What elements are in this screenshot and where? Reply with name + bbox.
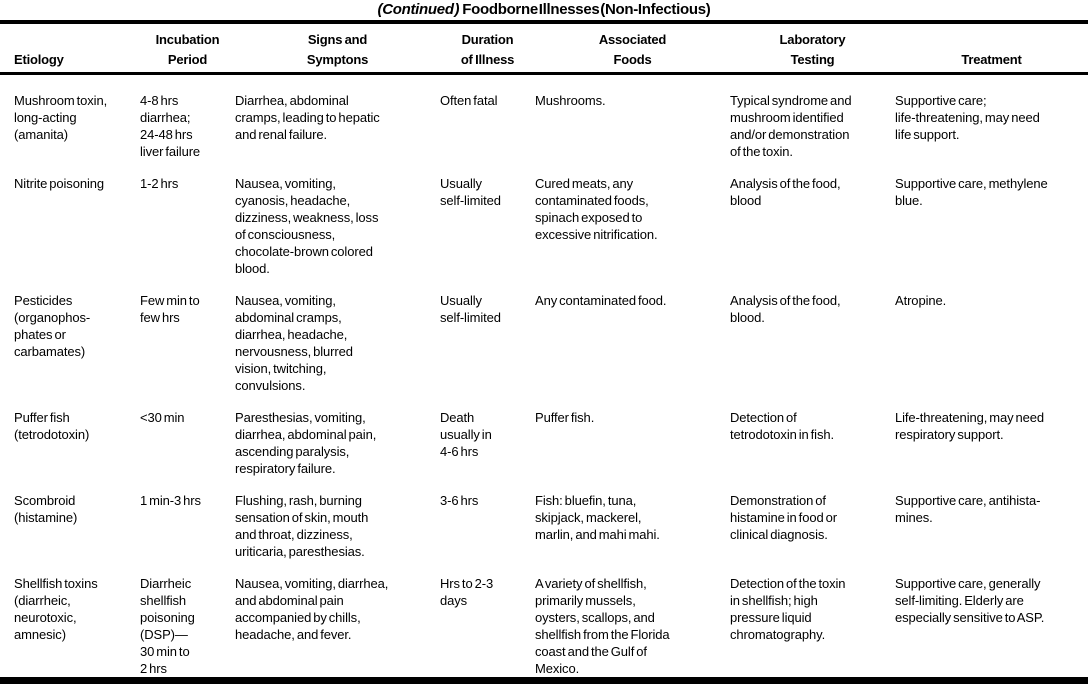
cell-etiology: Scombroid (histamine) <box>14 493 78 525</box>
cell-foods: Any contaminated food. <box>535 293 667 308</box>
bottom-rule <box>0 677 1088 684</box>
column-header-incubation: Incubation Period <box>155 32 220 67</box>
cell-treatment: Supportive care, generally self-limiting… <box>895 576 1045 625</box>
column-header-signs: Signs and Symptons <box>306 32 369 67</box>
cell-duration: Death usually in 4-6 hrs <box>440 410 492 459</box>
cell-signs: Nausea, vomiting, diarrhea, and abdomina… <box>235 576 389 642</box>
cell-incubation: Few min to few hrs <box>140 293 200 325</box>
cell-incubation: <30 min <box>140 410 185 425</box>
cell-foods: Puffer fish. <box>535 410 595 425</box>
table-body: Mushroom toxin, long-acting (amanita) 4-… <box>0 75 1088 677</box>
cell-duration: Hrs to 2-3 days <box>440 576 494 608</box>
table-row-mushroom-toxin: Mushroom toxin, long-acting (amanita) 4-… <box>0 92 1088 160</box>
cell-foods: A variety of shellfish, primarily mussel… <box>535 576 670 676</box>
cell-duration: 3-6 hrs <box>440 493 479 508</box>
table-title-main: Foodborne Illnesses (Non-Infectious) <box>462 1 711 18</box>
cell-duration: Often fatal <box>440 93 498 108</box>
cell-signs: Diarrhea, abdominal cramps, leading to h… <box>235 93 380 142</box>
cell-incubation: 1 min-3 hrs <box>140 493 201 508</box>
cell-treatment: Supportive care; life-threatening, may n… <box>895 93 1040 142</box>
cell-duration: Usually self-limited <box>440 293 501 325</box>
cell-foods: Mushrooms. <box>535 93 606 108</box>
cell-duration: Usually self-limited <box>440 176 501 208</box>
cell-etiology: Shellfish toxins (diarrheic, neurotoxic,… <box>14 576 98 642</box>
cell-lab: Typical syndrome and mushroom identified… <box>730 93 852 159</box>
cell-signs: Flushing, rash, burning sensation of ski… <box>235 493 369 559</box>
cell-incubation: 4-8 hrs diarrhea; 24-48 hrs liver failur… <box>140 93 201 159</box>
top-rule <box>0 20 1088 24</box>
column-header-lab: Laboratory Testing <box>779 32 846 67</box>
column-header-etiology: Etiology <box>14 52 64 67</box>
column-header-foods: Associated Foods <box>598 32 667 67</box>
cell-foods: Cured meats, any contaminated foods, spi… <box>535 176 658 242</box>
header-rule <box>0 72 1088 75</box>
cell-etiology: Pesticides (organophos- phates or carbam… <box>14 293 91 359</box>
cell-treatment: Life-threatening, may need respiratory s… <box>895 410 1045 442</box>
cell-lab: Analysis of the food, blood <box>730 176 841 208</box>
cell-incubation: Diarrheic shellfish poisoning (DSP)— 30 … <box>140 576 195 676</box>
table-row-nitrite-poisoning: Nitrite poisoning 1-2 hrs Nausea, vomiti… <box>0 175 1088 277</box>
cell-signs: Paresthesias, vomiting, diarrhea, abdomi… <box>235 410 377 476</box>
cell-treatment: Supportive care, antihista- mines. <box>895 493 1041 525</box>
column-header-treatment: Treatment <box>961 52 1022 67</box>
table-row-scombroid: Scombroid (histamine) 1 min-3 hrs Flushi… <box>0 492 1088 560</box>
cell-treatment: Supportive care, methylene blue. <box>895 176 1048 208</box>
cell-treatment: Atropine. <box>895 293 947 308</box>
cell-foods: Fish: bluefin, tuna, skipjack, mackerel,… <box>535 493 660 542</box>
cell-etiology: Mushroom toxin, long-acting (amanita) <box>14 93 108 142</box>
table-title-continued: (Continued ) <box>377 1 460 18</box>
cell-signs: Nausea, vomiting, abdominal cramps, diar… <box>235 293 353 393</box>
column-header-duration: Duration of Illness <box>460 32 515 67</box>
table-row-puffer-fish: Puffer fish (tetrodotoxin) <30 min Pares… <box>0 409 1088 477</box>
table-title: (Continued ) Foodborne Illnesses (Non-Inf… <box>0 0 1088 20</box>
table-row-shellfish-toxins: Shellfish toxins (diarrheic, neurotoxic,… <box>0 575 1088 677</box>
table-header-row: Etiology Incubation Period Signs and Sym… <box>0 24 1088 72</box>
cell-etiology: Puffer fish (tetrodotoxin) <box>14 410 90 442</box>
cell-lab: Analysis of the food, blood. <box>730 293 841 325</box>
cell-lab: Detection of the toxin in shellfish; hig… <box>730 576 846 642</box>
cell-signs: Nausea, vomiting, cyanosis, headache, di… <box>235 176 379 276</box>
table-row-pesticides: Pesticides (organophos- phates or carbam… <box>0 292 1088 394</box>
cell-etiology: Nitrite poisoning <box>14 176 105 191</box>
cell-incubation: 1-2 hrs <box>140 176 179 191</box>
cell-lab: Demonstration of histamine in food or cl… <box>730 493 837 542</box>
cell-lab: Detection of tetrodotoxin in fish. <box>730 410 835 442</box>
